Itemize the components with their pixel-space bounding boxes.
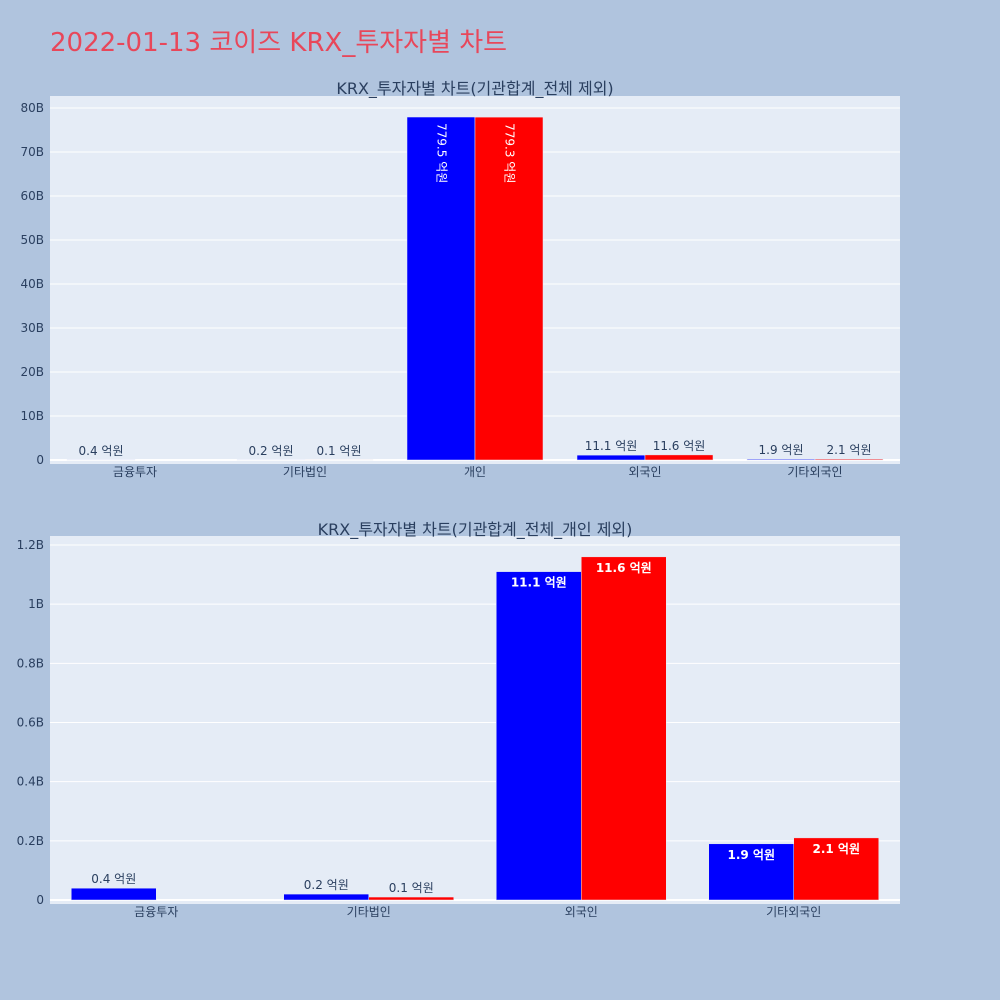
data-label: 11.6 억원 <box>653 439 706 453</box>
data-label: 11.1 억원 <box>585 439 638 453</box>
data-label: 11.1 억원 <box>511 576 567 590</box>
x-tick-label: 금융투자 <box>134 905 178 919</box>
y-tick-label: 60B <box>20 189 44 203</box>
bar <box>746 458 816 461</box>
data-label: 0.1 억원 <box>317 444 362 458</box>
plot-area <box>50 536 900 904</box>
y-tick-label: 0.6B <box>17 716 44 730</box>
bar <box>474 116 544 461</box>
data-label: 1.9 억원 <box>759 443 804 457</box>
x-tick-label: 기타법인 <box>283 465 327 479</box>
bar <box>71 887 157 901</box>
data-label: 779.5 억원 <box>435 123 449 183</box>
y-tick-label: 1.2B <box>17 538 44 552</box>
data-label: 0.2 억원 <box>304 878 349 892</box>
data-label: 11.6 억원 <box>596 561 652 575</box>
x-tick-label: 기타법인 <box>347 905 391 919</box>
chart-title: KRX_투자자별 차트(기관합계_전체 제외) <box>336 79 613 99</box>
x-tick-label: 외국인 <box>628 465 661 479</box>
y-tick-label: 70B <box>20 145 44 159</box>
data-label: 2.1 억원 <box>812 842 860 856</box>
y-tick-label: 1B <box>28 597 44 611</box>
data-label: 0.2 억원 <box>249 444 294 458</box>
y-tick-label: 10B <box>20 409 44 423</box>
data-label: 0.4 억원 <box>79 444 124 458</box>
data-label: 0.4 억원 <box>91 872 136 886</box>
bar <box>581 556 667 901</box>
x-tick-label: 금융투자 <box>113 465 157 479</box>
y-tick-label: 30B <box>20 321 44 335</box>
chart-title: KRX_투자자별 차트(기관합계_전체_개인 제외) <box>318 520 633 540</box>
x-tick-label: 개인 <box>464 465 486 479</box>
y-tick-label: 80B <box>20 101 44 115</box>
y-tick-label: 0.8B <box>17 656 44 670</box>
data-label: 779.3 억원 <box>503 123 517 183</box>
y-tick-label: 0.4B <box>17 775 44 789</box>
data-label: 0.1 억원 <box>389 881 434 895</box>
x-tick-label: 기타외국인 <box>787 465 842 479</box>
y-tick-label: 50B <box>20 233 44 247</box>
bar <box>814 458 884 461</box>
bar <box>368 896 454 901</box>
bar <box>576 454 646 461</box>
chart-top: 0 10B 20B 30B 40B 50B 60B 70B 80B KRX_투자자별 차트(기관합… <box>20 79 900 479</box>
page-title: 2022-01-13 코이즈 KRX_투자자별 차트 <box>50 28 508 58</box>
data-label: 1.9 억원 <box>727 848 775 862</box>
bar <box>708 843 794 901</box>
y-tick-label: 0 <box>36 453 44 467</box>
y-tick-label: 0 <box>36 893 44 907</box>
bar <box>496 571 582 901</box>
bar <box>283 893 369 901</box>
bar <box>406 116 476 461</box>
bar <box>793 837 879 901</box>
y-tick-label: 0.2B <box>17 834 44 848</box>
y-tick-label: 40B <box>20 277 44 291</box>
data-label: 2.1 억원 <box>827 443 872 457</box>
y-tick-label: 20B <box>20 365 44 379</box>
chart-bottom: 0 0.2B 0.4B 0.6B 0.8B 1B 1.2B KRX_투자자별 차트(기관합계_… <box>17 520 900 919</box>
x-tick-label: 외국인 <box>565 905 598 919</box>
bar <box>644 454 714 461</box>
x-tick-label: 기타외국인 <box>766 905 821 919</box>
